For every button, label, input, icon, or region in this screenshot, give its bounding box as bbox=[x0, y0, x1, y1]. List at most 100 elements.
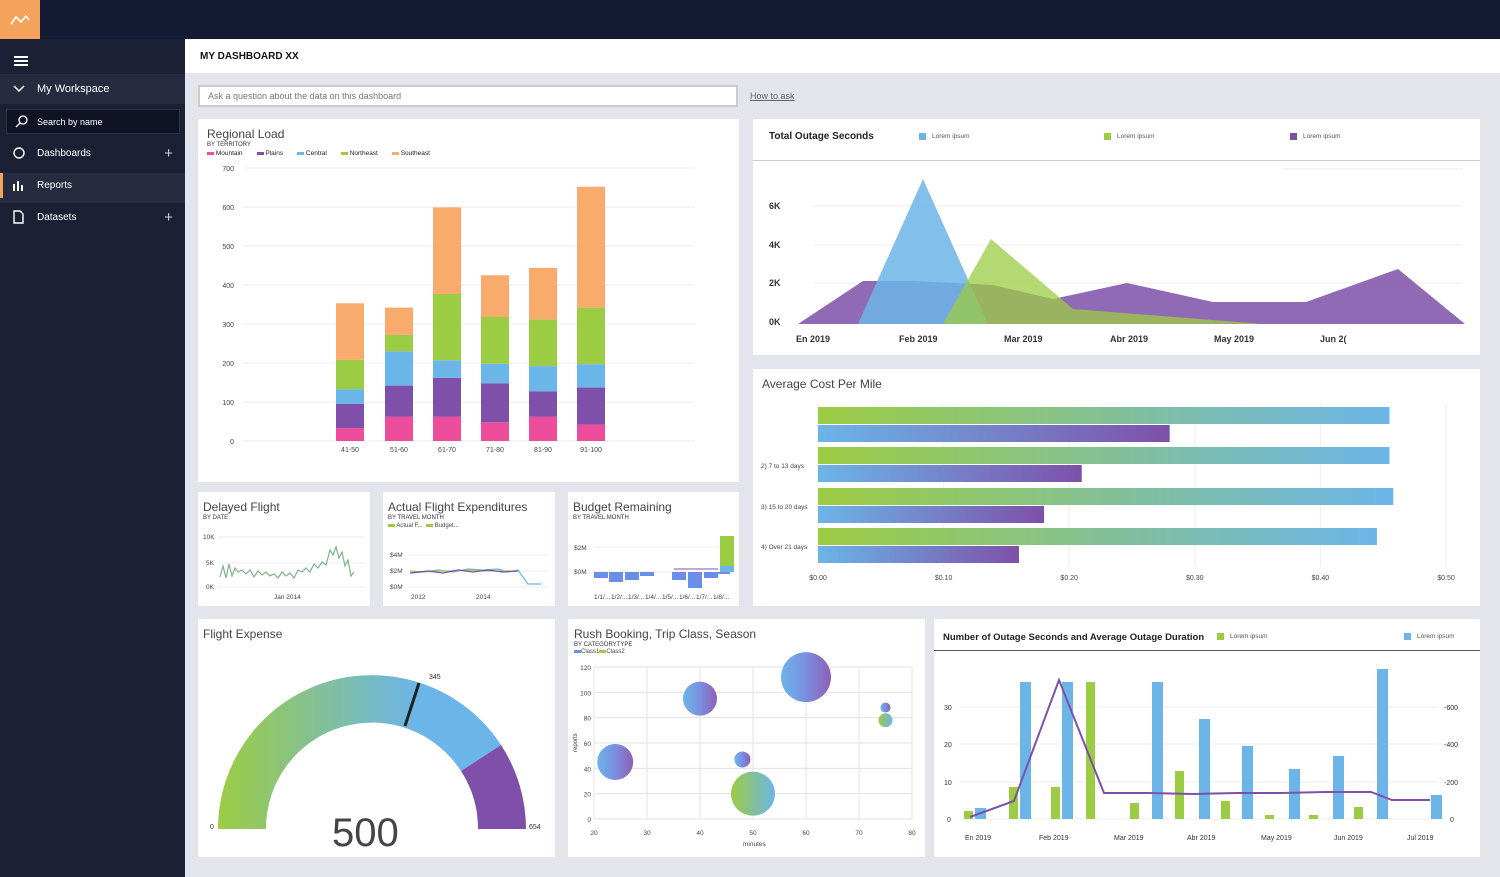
bar[interactable] bbox=[704, 572, 718, 578]
bar[interactable] bbox=[594, 572, 608, 578]
qna-input[interactable]: Ask a question about the data on this da… bbox=[198, 85, 738, 107]
x-axis: En 2019 Feb 2019 Mar 2019 Abr 2019 May 2… bbox=[965, 835, 1434, 842]
bar-segment[interactable] bbox=[529, 267, 557, 320]
search-input[interactable]: Search by name bbox=[6, 109, 180, 134]
series-line bbox=[219, 545, 355, 580]
bar[interactable] bbox=[818, 425, 1170, 442]
y-tick: $0M bbox=[390, 584, 403, 591]
bar-segment[interactable] bbox=[577, 387, 605, 425]
legend-item: Mountain bbox=[207, 150, 243, 157]
add-dataset-icon[interactable]: + bbox=[164, 208, 173, 226]
y-tick: $0M bbox=[574, 569, 587, 576]
tile-rush-booking[interactable]: Rush Booking, Trip Class, Season BY CATE… bbox=[568, 619, 925, 857]
bubble[interactable] bbox=[734, 751, 751, 768]
bar-segment[interactable] bbox=[385, 334, 413, 352]
y-axis: $4M $2M $0M bbox=[390, 552, 403, 591]
bar-segment[interactable] bbox=[433, 416, 461, 441]
bar[interactable] bbox=[625, 572, 639, 580]
bar-segment[interactable] bbox=[529, 391, 557, 417]
tile-total-outage[interactable]: Total Outage Seconds Lorem ipsum Lorem i… bbox=[753, 119, 1480, 355]
bar[interactable] bbox=[818, 488, 1394, 505]
tile-regional-load[interactable]: Regional Load BY TERRITORY Mountain Plai… bbox=[198, 119, 739, 482]
bar[interactable] bbox=[818, 407, 1390, 424]
y-tick: 100 bbox=[580, 690, 591, 697]
x-tick: 41-50 bbox=[341, 447, 359, 454]
bar-segment[interactable] bbox=[577, 186, 605, 308]
bar-segment[interactable] bbox=[336, 303, 364, 360]
x-tick: 71-80 bbox=[486, 447, 504, 454]
bar[interactable] bbox=[640, 572, 654, 576]
y2-tick: -400 bbox=[1444, 742, 1458, 749]
tile-actual-expenditures[interactable]: Actual Flight Expenditures BY TRAVEL MON… bbox=[383, 492, 555, 606]
bubble[interactable] bbox=[781, 652, 831, 703]
how-to-ask-link[interactable]: How to ask bbox=[750, 91, 795, 101]
bar-segment[interactable] bbox=[385, 307, 413, 335]
bar[interactable] bbox=[818, 506, 1045, 523]
legend-label: Lorem ipsum bbox=[932, 133, 970, 141]
bar-segment[interactable] bbox=[433, 293, 461, 361]
bubble[interactable] bbox=[878, 713, 893, 728]
bar-segment[interactable] bbox=[481, 316, 509, 364]
app-logo[interactable] bbox=[0, 0, 40, 39]
bubble[interactable] bbox=[880, 702, 891, 713]
tile-outage-duration[interactable]: Number of Outage Seconds and Average Out… bbox=[934, 619, 1480, 857]
bubble[interactable] bbox=[597, 744, 634, 780]
bar-segment[interactable] bbox=[481, 383, 509, 423]
bar-segment[interactable] bbox=[336, 389, 364, 404]
bar[interactable] bbox=[818, 546, 1019, 563]
bubble[interactable] bbox=[683, 681, 717, 716]
bar-segment[interactable] bbox=[433, 360, 461, 378]
x-tick: En 2019 bbox=[965, 835, 991, 842]
sidebar-item-dashboards[interactable]: Dashboards + bbox=[0, 138, 185, 168]
bar[interactable] bbox=[716, 572, 730, 574]
series-actual bbox=[409, 568, 541, 585]
bar-segment[interactable] bbox=[577, 307, 605, 365]
bar-segment[interactable] bbox=[433, 207, 461, 294]
tile-budget-remaining[interactable]: Budget Remaining BY TRAVEL MONTH $2M $0M… bbox=[568, 492, 739, 606]
bar-segment[interactable] bbox=[481, 275, 509, 317]
bar-segment[interactable] bbox=[529, 416, 557, 441]
bar[interactable] bbox=[818, 447, 1390, 464]
bar-segment[interactable] bbox=[385, 351, 413, 386]
legend-label: Lorem ipsum bbox=[1117, 133, 1155, 141]
add-dashboard-icon[interactable]: + bbox=[164, 144, 173, 162]
active-indicator bbox=[0, 173, 3, 198]
bar-segment[interactable] bbox=[577, 364, 605, 388]
sidebar-item-reports[interactable]: Reports bbox=[0, 173, 185, 203]
y-tick: 3) 15 to 20 days bbox=[761, 504, 808, 511]
bar[interactable] bbox=[672, 572, 686, 580]
bar-segment[interactable] bbox=[529, 366, 557, 392]
x-tick: 80 bbox=[908, 830, 916, 837]
legend-label: Budget... bbox=[434, 523, 459, 529]
x-tick: $0.40 bbox=[1312, 575, 1330, 582]
bar-segment[interactable] bbox=[481, 422, 509, 441]
workspace-label: My Workspace bbox=[37, 83, 110, 95]
legend-item: Northeast bbox=[340, 150, 378, 157]
bar[interactable] bbox=[818, 528, 1377, 545]
bar-segment[interactable] bbox=[577, 424, 605, 441]
workspace-selector[interactable]: My Workspace bbox=[0, 74, 185, 104]
bar[interactable] bbox=[688, 572, 702, 588]
tile-avg-cost[interactable]: Average Cost Per Mile $0.00 $0.10 $0.20 $0.… bbox=[753, 369, 1480, 606]
bar[interactable] bbox=[818, 465, 1082, 482]
y-tick: 500 bbox=[222, 244, 234, 251]
bubble[interactable] bbox=[731, 771, 775, 816]
y-tick: 120 bbox=[580, 665, 591, 672]
x-tick: Feb 2019 bbox=[899, 334, 938, 344]
bar-segment[interactable] bbox=[433, 377, 461, 417]
bar-segment[interactable] bbox=[336, 403, 364, 429]
bar-segment[interactable] bbox=[385, 385, 413, 417]
bar-segment[interactable] bbox=[385, 416, 413, 441]
hamburger-icon[interactable] bbox=[14, 56, 28, 66]
bar-segment[interactable] bbox=[336, 359, 364, 390]
bar[interactable] bbox=[609, 572, 623, 582]
bar-segment[interactable] bbox=[336, 428, 364, 441]
bar[interactable] bbox=[720, 536, 734, 572]
bar-segment[interactable] bbox=[529, 319, 557, 367]
tile-delayed-flight[interactable]: Delayed Flight BY DATE 10K 5K 0K Jan 201… bbox=[198, 492, 370, 606]
bar[interactable] bbox=[720, 566, 734, 572]
sidebar-item-datasets[interactable]: Datasets + bbox=[0, 202, 185, 232]
gauge-max: 654 bbox=[529, 824, 541, 831]
tile-flight-expense[interactable]: Flight Expense 345 0 654 500 bbox=[198, 619, 555, 857]
bar-segment[interactable] bbox=[481, 363, 509, 384]
